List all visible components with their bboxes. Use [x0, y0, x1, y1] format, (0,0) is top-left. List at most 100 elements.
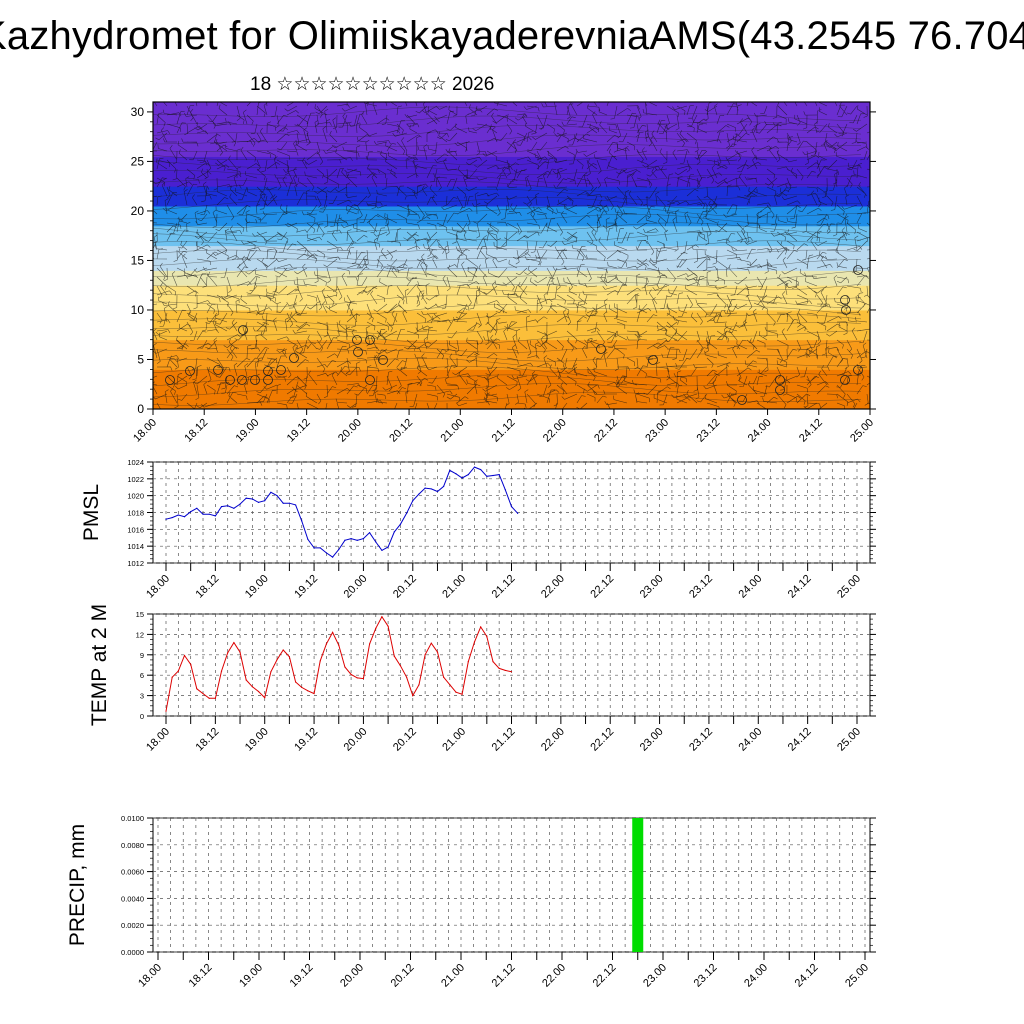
data-point [171, 516, 173, 519]
wind-barbs [153, 102, 870, 409]
data-point [165, 710, 167, 712]
data-point [227, 505, 229, 507]
data-point [325, 552, 328, 554]
y-tick-label: 1016 [127, 525, 144, 534]
data-point [362, 678, 365, 680]
data-point [208, 697, 210, 699]
x-tick-label: 18.00 [136, 962, 164, 990]
x-tick-label: 21.00 [440, 726, 468, 754]
data-point [257, 690, 260, 693]
data-point [412, 500, 414, 502]
data-point [473, 466, 476, 468]
data-point [381, 616, 383, 618]
calm-circle-5 [250, 375, 260, 385]
x-tick-label: 23.00 [643, 417, 671, 445]
data-point [418, 493, 420, 495]
chart-title: Kazhydromet for OlimiiskayaderevniaAMS(4… [0, 14, 1024, 58]
data-point [350, 537, 352, 540]
x-tick-label: 19.12 [288, 962, 316, 990]
calm-circle-15 [378, 355, 388, 365]
x-tick-label: 24.12 [786, 573, 814, 601]
x-tick-label: 22.00 [539, 726, 567, 754]
data-point [467, 661, 469, 663]
data-point [387, 546, 389, 548]
data-point [245, 497, 247, 499]
data-point [455, 691, 457, 693]
x-tick-label: 20.12 [391, 726, 419, 754]
data-point [368, 532, 371, 534]
data-point [165, 518, 167, 520]
x-tick-label: 18.00 [144, 573, 172, 601]
y-tick-label: 1020 [127, 492, 144, 501]
calm-circle-24 [853, 265, 863, 275]
data-point [183, 654, 186, 657]
calm-circle-4 [237, 375, 247, 385]
x-tick-label: 23.00 [638, 573, 666, 601]
calm-circle-21 [840, 375, 850, 385]
x-tick-label: 19.00 [234, 417, 262, 445]
y-tick-label: 1022 [127, 475, 144, 484]
y-tick-label: 0.0100 [121, 814, 144, 823]
data-point [406, 676, 408, 678]
data-point [331, 631, 334, 633]
data-point [294, 681, 297, 683]
data-point [177, 670, 179, 672]
y-tick-label: 0.0000 [121, 948, 144, 957]
x-tick-label: 23.00 [641, 962, 669, 990]
data-point [282, 502, 284, 504]
data-point [436, 651, 439, 653]
calm-circle-17 [648, 355, 658, 365]
data-point [319, 547, 321, 549]
data-point [251, 498, 253, 500]
y-axis-label: TEMP at 2 M [88, 604, 111, 726]
x-tick-label: 18.00 [131, 417, 159, 445]
data-point [294, 504, 297, 506]
x-tick-label: 18.12 [182, 417, 210, 445]
data-point [430, 488, 432, 490]
data-point [251, 686, 253, 688]
data-point [492, 474, 494, 477]
data-point [387, 625, 389, 627]
data-point [183, 516, 186, 518]
data-point [492, 661, 494, 663]
data-point [393, 531, 395, 533]
data-point [319, 660, 321, 662]
data-point [227, 652, 229, 654]
calm-circle-25 [840, 295, 850, 305]
data-point [301, 686, 303, 689]
y-tick-label: 1012 [127, 559, 144, 568]
data-point [461, 477, 463, 479]
data-point [344, 539, 346, 541]
data-point [362, 537, 365, 540]
x-tick-label: 25.00 [848, 417, 876, 445]
data-point [307, 538, 309, 541]
calm-circle-1 [185, 366, 195, 376]
precip-chart: 0.0000 0.0020 0.0040 0.0060 0.0080 0.0100 18.0… [66, 814, 876, 990]
data-point [245, 679, 247, 681]
y-axis-label: PRECIP, mm [66, 824, 89, 946]
data-point [480, 626, 482, 628]
data-point [233, 507, 235, 509]
data-point [375, 627, 377, 629]
data-point [467, 474, 469, 476]
y-tick-label: 0.0080 [121, 841, 144, 850]
data-point [177, 514, 179, 516]
x-tick-label: 19.00 [237, 962, 265, 990]
temp-chart: 0 3 6 9 12 15 18.00 18.12 19.00 19.12 20.00 20.12 21… [88, 604, 876, 754]
data-point [449, 469, 451, 472]
color-band-10 [153, 102, 870, 157]
data-point [331, 556, 334, 558]
x-tick-label: 24.00 [736, 726, 764, 754]
y-tick-label: 0 [137, 402, 144, 416]
data-point [338, 644, 340, 646]
x-tick-label: 24.12 [797, 417, 825, 445]
y-tick-label: 12 [136, 630, 144, 639]
data-point [282, 649, 284, 651]
x-tick-label: 25.00 [835, 726, 863, 754]
x-tick-label: 21.12 [490, 573, 518, 601]
precip-bar-0 [632, 818, 644, 952]
calm-circle-13 [353, 347, 363, 357]
y-tick-label: 0.0020 [121, 921, 144, 930]
x-tick-label: 22.00 [539, 573, 567, 601]
